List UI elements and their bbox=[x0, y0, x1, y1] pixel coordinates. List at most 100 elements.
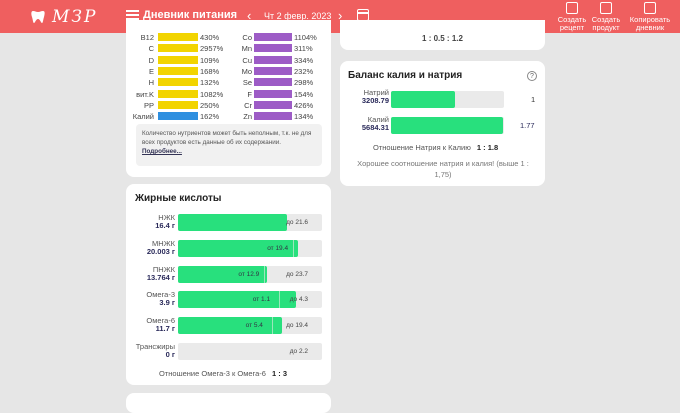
sodium-potassium-ratio-value: 1 : 1.8 bbox=[476, 143, 499, 152]
mineral-bar bbox=[254, 78, 292, 87]
copy-diary-button[interactable]: Копировать дневник bbox=[627, 2, 673, 32]
vitamin-bar bbox=[158, 89, 198, 98]
mineral-name: Zn bbox=[243, 112, 252, 122]
vitamin-pct: 430% bbox=[200, 33, 220, 42]
potassium-ratio: 1.77 bbox=[520, 121, 535, 130]
vitamin-name: D bbox=[148, 55, 154, 65]
fatty-acid-value: 20.003 г bbox=[146, 247, 175, 256]
more-link[interactable]: Подробнее... bbox=[142, 148, 182, 155]
prev-day-icon[interactable]: ‹ bbox=[247, 8, 252, 23]
fatty-acid-bar-fill bbox=[178, 240, 298, 257]
sodium-ratio: 1 bbox=[531, 95, 536, 104]
min-marker bbox=[271, 317, 273, 334]
fatty-acid-name: МНЖК bbox=[152, 239, 175, 248]
create-product-line2: продукт bbox=[592, 23, 620, 32]
potassium-value: 5684.31 bbox=[361, 123, 389, 132]
mineral-bar bbox=[254, 66, 292, 75]
omega-ratio: Отношение Омега-3 к Омега-6 1 : 3 bbox=[159, 369, 287, 378]
vitamin-bar bbox=[158, 55, 198, 64]
sodium-bar bbox=[391, 91, 504, 108]
vitamin-pct: 132% bbox=[200, 78, 220, 88]
tooth-icon bbox=[31, 11, 45, 23]
create-recipe-line2: рецепт bbox=[559, 23, 585, 32]
mineral-pct: 298% bbox=[294, 78, 314, 88]
create-recipe-button[interactable]: Создать рецепт bbox=[553, 2, 591, 32]
mineral-pct: 134% bbox=[294, 112, 314, 122]
macro-ratio-card: 1 : 0.5 : 1.2 bbox=[340, 20, 545, 50]
fatty-acid-label: Омега-3 3.9 г bbox=[133, 291, 175, 307]
min-marker bbox=[278, 291, 280, 308]
recipe-edit-icon bbox=[566, 2, 578, 14]
mineral-name: Mn bbox=[241, 44, 252, 54]
vitamin-name: C bbox=[148, 44, 154, 54]
fatty-acid-value: 0 г bbox=[165, 350, 175, 359]
vitamin-bar bbox=[158, 44, 198, 53]
fatty-acid-bar-fill bbox=[178, 214, 288, 231]
vitamin-row: H 132% bbox=[126, 78, 226, 87]
potassium-label: Калий 5684.31 bbox=[347, 116, 389, 132]
hamburger-icon bbox=[126, 10, 139, 20]
potassium-sodium-title: Баланс калия и натрия bbox=[348, 70, 463, 81]
fatty-acid-name: ПНЖК bbox=[152, 265, 175, 274]
fatty-acid-min: от 12.9 bbox=[238, 271, 260, 278]
next-day-icon[interactable]: › bbox=[338, 8, 343, 23]
fatty-acid-name: НЖК bbox=[158, 213, 175, 222]
mineral-name: Cr bbox=[244, 100, 252, 110]
mineral-pct: 154% bbox=[294, 89, 314, 99]
vitamin-name: H bbox=[148, 78, 154, 88]
sodium-value: 3208.79 bbox=[361, 96, 389, 105]
vitamin-row: вит.K 1082% bbox=[126, 89, 226, 99]
vitamin-pct: 2957% bbox=[200, 44, 224, 54]
vitamin-name: E bbox=[148, 66, 154, 76]
mineral-row: Co 1104% bbox=[226, 33, 326, 42]
fatty-acid-max: до 4.3 bbox=[289, 296, 308, 303]
fatty-acid-value: 3.9 г bbox=[159, 298, 175, 307]
mineral-name: F bbox=[247, 89, 252, 99]
note-text: Количество нутриентов может быть неполны… bbox=[142, 130, 312, 146]
fatty-acid-min: от 19.4 bbox=[267, 245, 289, 252]
fatty-acid-name: Омега-3 bbox=[146, 290, 175, 299]
mineral-row: Mo 232% bbox=[226, 66, 326, 76]
vitamin-pct: 162% bbox=[200, 112, 220, 122]
sodium-label: Натрий 3208.79 bbox=[347, 89, 389, 105]
incomplete-data-note: Количество нутриентов может быть неполны… bbox=[136, 124, 322, 166]
current-date[interactable]: Чт 2 февр. 2023 bbox=[264, 11, 332, 21]
omega-ratio-label: Отношение Омега-3 к Омега-6 bbox=[159, 369, 266, 378]
mineral-pct: 232% bbox=[294, 66, 314, 76]
vitamin-pct: 250% bbox=[200, 100, 220, 110]
fatty-acid-max: до 21.6 bbox=[286, 219, 308, 226]
logo[interactable]: МЗР bbox=[30, 7, 97, 27]
fatty-acid-label: НЖК 16.4 г bbox=[133, 214, 175, 230]
vitamin-row: Калий 162% bbox=[126, 112, 226, 121]
menu-title: Дневник питания bbox=[143, 9, 238, 21]
copy-diary-line1: Копировать bbox=[629, 15, 671, 24]
fatty-acid-bar-fill bbox=[178, 266, 268, 283]
next-card bbox=[126, 393, 331, 413]
potassium-bar bbox=[391, 117, 504, 134]
vitamin-pct: 168% bbox=[200, 66, 220, 76]
vitamin-bar bbox=[158, 78, 198, 87]
mineral-row: Mn 311% bbox=[226, 44, 326, 53]
create-product-button[interactable]: Создать продукт bbox=[587, 2, 625, 32]
copy-diary-line2: дневник bbox=[635, 23, 665, 32]
mineral-bar bbox=[254, 89, 292, 98]
logo-text: МЗР bbox=[52, 7, 98, 27]
fatty-acid-bar: до 21.6 bbox=[178, 214, 322, 231]
fatty-acid-label: Трансжиры 0 г bbox=[133, 343, 175, 359]
fatty-acid-bar: от 19.4 bbox=[178, 240, 322, 257]
help-icon[interactable]: ? bbox=[527, 71, 537, 81]
vitamin-row: B12 430% bbox=[126, 33, 226, 42]
fatty-acid-label: Омега-6 11.7 г bbox=[133, 317, 175, 333]
fatty-acid-max: до 23.7 bbox=[286, 271, 308, 278]
mineral-bar bbox=[254, 55, 292, 64]
mineral-row: Zn 134% bbox=[226, 112, 326, 121]
vitamin-row: C 2957% bbox=[126, 44, 226, 53]
product-edit-icon bbox=[600, 2, 612, 14]
mineral-row: F 154% bbox=[226, 89, 326, 99]
mineral-row: Se 298% bbox=[226, 78, 326, 87]
potassium-name: Калий bbox=[367, 115, 389, 124]
fatty-acid-max: до 19.4 bbox=[286, 322, 308, 329]
vitamin-pct: 1082% bbox=[200, 89, 224, 99]
menu-button[interactable]: Дневник питания bbox=[126, 9, 237, 21]
vitamin-name: PP bbox=[143, 100, 154, 110]
